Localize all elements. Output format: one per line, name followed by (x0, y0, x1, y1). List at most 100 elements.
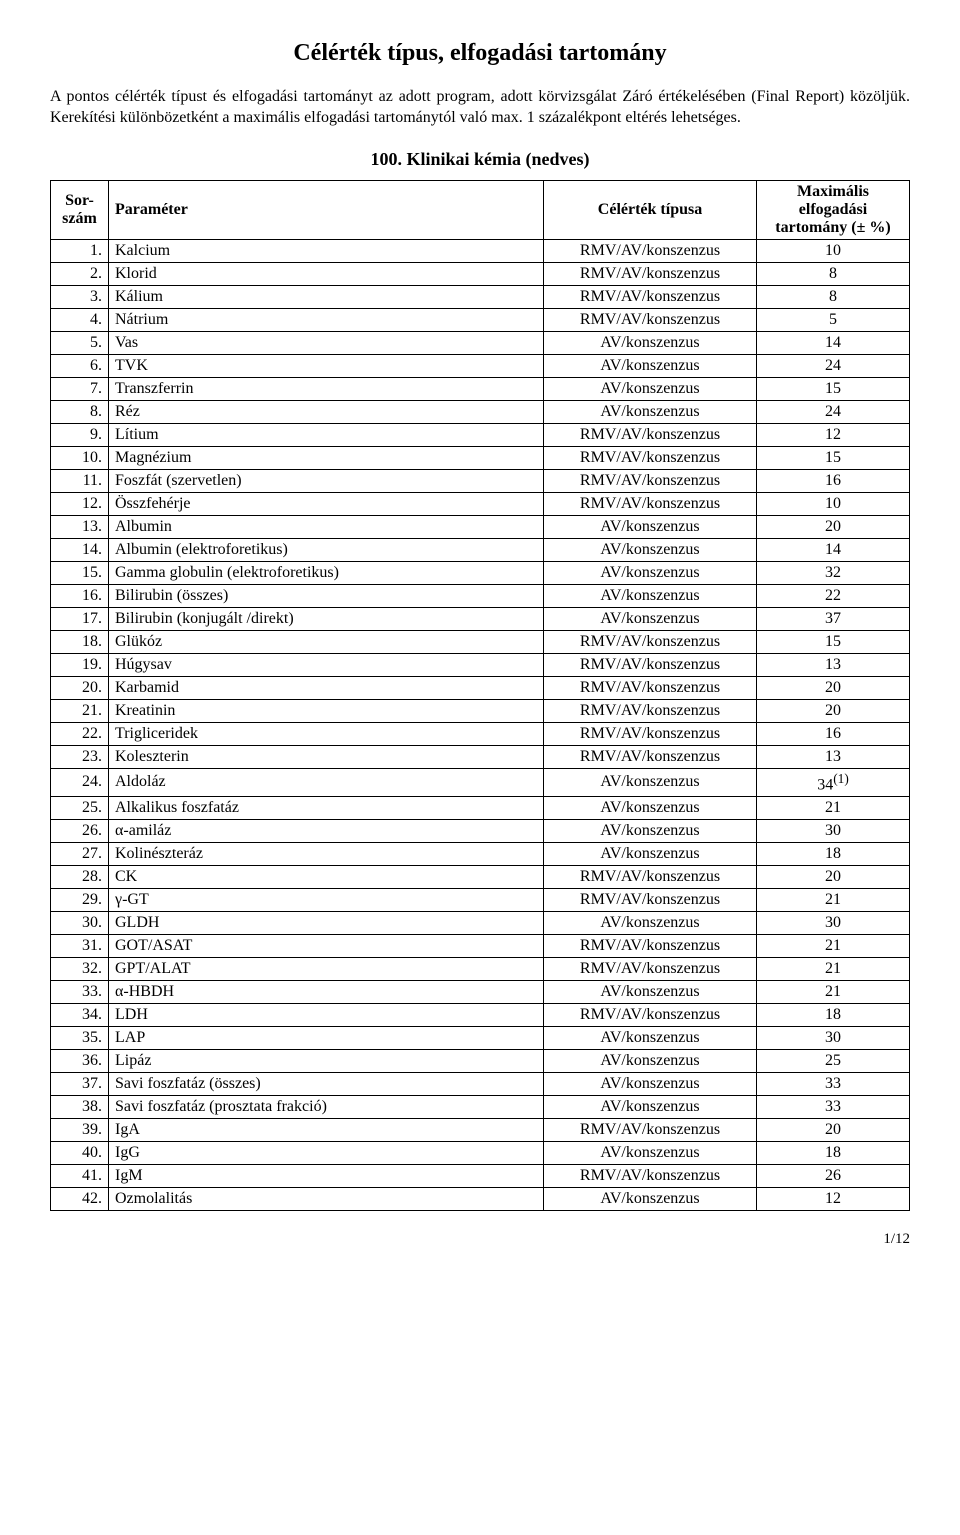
row-tolerance: 18 (757, 842, 910, 865)
row-tolerance: 12 (757, 423, 910, 446)
row-number: 14. (51, 538, 109, 561)
col-tolerance: Maximális elfogadási tartomány (± %) (757, 180, 910, 239)
table-header-row: Sor-szám Paraméter Célérték típusa Maxim… (51, 180, 910, 239)
row-type: RMV/AV/konszenzus (544, 308, 757, 331)
row-parameter: Gamma globulin (elektroforetikus) (109, 561, 544, 584)
row-parameter: Savi foszfatáz (prosztata frakció) (109, 1095, 544, 1118)
table-row: 18.GlükózRMV/AV/konszenzus15 (51, 630, 910, 653)
table-row: 30.GLDHAV/konszenzus30 (51, 911, 910, 934)
row-type: RMV/AV/konszenzus (544, 699, 757, 722)
table-row: 17.Bilirubin (konjugált /direkt)AV/konsz… (51, 607, 910, 630)
table-row: 13.AlbuminAV/konszenzus20 (51, 515, 910, 538)
row-tolerance: 13 (757, 745, 910, 768)
row-type: RMV/AV/konszenzus (544, 888, 757, 911)
row-type: RMV/AV/konszenzus (544, 722, 757, 745)
row-type: RMV/AV/konszenzus (544, 492, 757, 515)
table-row: 39.IgARMV/AV/konszenzus20 (51, 1118, 910, 1141)
row-type: RMV/AV/konszenzus (544, 745, 757, 768)
table-row: 42.OzmolalitásAV/konszenzus12 (51, 1187, 910, 1210)
row-tolerance: 20 (757, 676, 910, 699)
table-row: 21.KreatininRMV/AV/konszenzus20 (51, 699, 910, 722)
row-number: 42. (51, 1187, 109, 1210)
row-number: 17. (51, 607, 109, 630)
row-tolerance: 21 (757, 888, 910, 911)
row-number: 2. (51, 262, 109, 285)
row-type: AV/konszenzus (544, 842, 757, 865)
row-tolerance: 16 (757, 469, 910, 492)
row-type: RMV/AV/konszenzus (544, 239, 757, 262)
row-tolerance: 18 (757, 1003, 910, 1026)
col-sorszam: Sor-szám (51, 180, 109, 239)
row-type: AV/konszenzus (544, 1141, 757, 1164)
row-type: AV/konszenzus (544, 768, 757, 796)
row-type: AV/konszenzus (544, 584, 757, 607)
row-type: RMV/AV/konszenzus (544, 630, 757, 653)
row-parameter: Glükóz (109, 630, 544, 653)
table-row: 35.LAPAV/konszenzus30 (51, 1026, 910, 1049)
row-parameter: Magnézium (109, 446, 544, 469)
row-parameter: Kalcium (109, 239, 544, 262)
row-number: 15. (51, 561, 109, 584)
row-tolerance: 33 (757, 1095, 910, 1118)
row-number: 23. (51, 745, 109, 768)
row-type: AV/konszenzus (544, 354, 757, 377)
row-tolerance: 21 (757, 980, 910, 1003)
row-number: 37. (51, 1072, 109, 1095)
row-type: RMV/AV/konszenzus (544, 262, 757, 285)
row-type: RMV/AV/konszenzus (544, 1164, 757, 1187)
row-parameter: γ-GT (109, 888, 544, 911)
row-tolerance: 20 (757, 699, 910, 722)
row-tolerance: 20 (757, 1118, 910, 1141)
row-type: RMV/AV/konszenzus (544, 469, 757, 492)
row-tolerance: 21 (757, 934, 910, 957)
row-tolerance: 14 (757, 331, 910, 354)
row-type: AV/konszenzus (544, 1072, 757, 1095)
row-number: 8. (51, 400, 109, 423)
table-row: 1.KalciumRMV/AV/konszenzus10 (51, 239, 910, 262)
row-number: 27. (51, 842, 109, 865)
row-number: 18. (51, 630, 109, 653)
row-number: 7. (51, 377, 109, 400)
row-type: RMV/AV/konszenzus (544, 865, 757, 888)
row-parameter: LAP (109, 1026, 544, 1049)
row-parameter: Húgysav (109, 653, 544, 676)
table-row: 38.Savi foszfatáz (prosztata frakció)AV/… (51, 1095, 910, 1118)
row-parameter: Albumin (109, 515, 544, 538)
table-row: 29.γ-GTRMV/AV/konszenzus21 (51, 888, 910, 911)
row-parameter: Réz (109, 400, 544, 423)
row-type: RMV/AV/konszenzus (544, 285, 757, 308)
table-row: 40.IgGAV/konszenzus18 (51, 1141, 910, 1164)
row-tolerance: 5 (757, 308, 910, 331)
row-tolerance: 21 (757, 796, 910, 819)
row-type: AV/konszenzus (544, 561, 757, 584)
table-row: 41.IgMRMV/AV/konszenzus26 (51, 1164, 910, 1187)
row-parameter: Alkalikus foszfatáz (109, 796, 544, 819)
row-type: RMV/AV/konszenzus (544, 653, 757, 676)
table-row: 31.GOT/ASATRMV/AV/konszenzus21 (51, 934, 910, 957)
intro-paragraph: A pontos célérték típust és elfogadási t… (50, 87, 910, 129)
table-row: 22.TrigliceridekRMV/AV/konszenzus16 (51, 722, 910, 745)
row-number: 28. (51, 865, 109, 888)
row-parameter: Lipáz (109, 1049, 544, 1072)
row-type: AV/konszenzus (544, 1095, 757, 1118)
row-type: AV/konszenzus (544, 538, 757, 561)
row-number: 12. (51, 492, 109, 515)
col-celertek: Célérték típusa (544, 180, 757, 239)
row-type: AV/konszenzus (544, 1049, 757, 1072)
row-parameter: IgA (109, 1118, 544, 1141)
row-tolerance: 15 (757, 377, 910, 400)
row-number: 1. (51, 239, 109, 262)
table-row: 37.Savi foszfatáz (összes)AV/konszenzus3… (51, 1072, 910, 1095)
row-parameter: Savi foszfatáz (összes) (109, 1072, 544, 1095)
row-type: RMV/AV/konszenzus (544, 934, 757, 957)
row-tolerance: 15 (757, 630, 910, 653)
row-number: 19. (51, 653, 109, 676)
row-type: AV/konszenzus (544, 980, 757, 1003)
row-parameter: GLDH (109, 911, 544, 934)
row-tolerance: 8 (757, 285, 910, 308)
table-row: 12.ÖsszfehérjeRMV/AV/konszenzus10 (51, 492, 910, 515)
row-number: 34. (51, 1003, 109, 1026)
row-number: 39. (51, 1118, 109, 1141)
row-number: 36. (51, 1049, 109, 1072)
table-row: 3.KáliumRMV/AV/konszenzus8 (51, 285, 910, 308)
